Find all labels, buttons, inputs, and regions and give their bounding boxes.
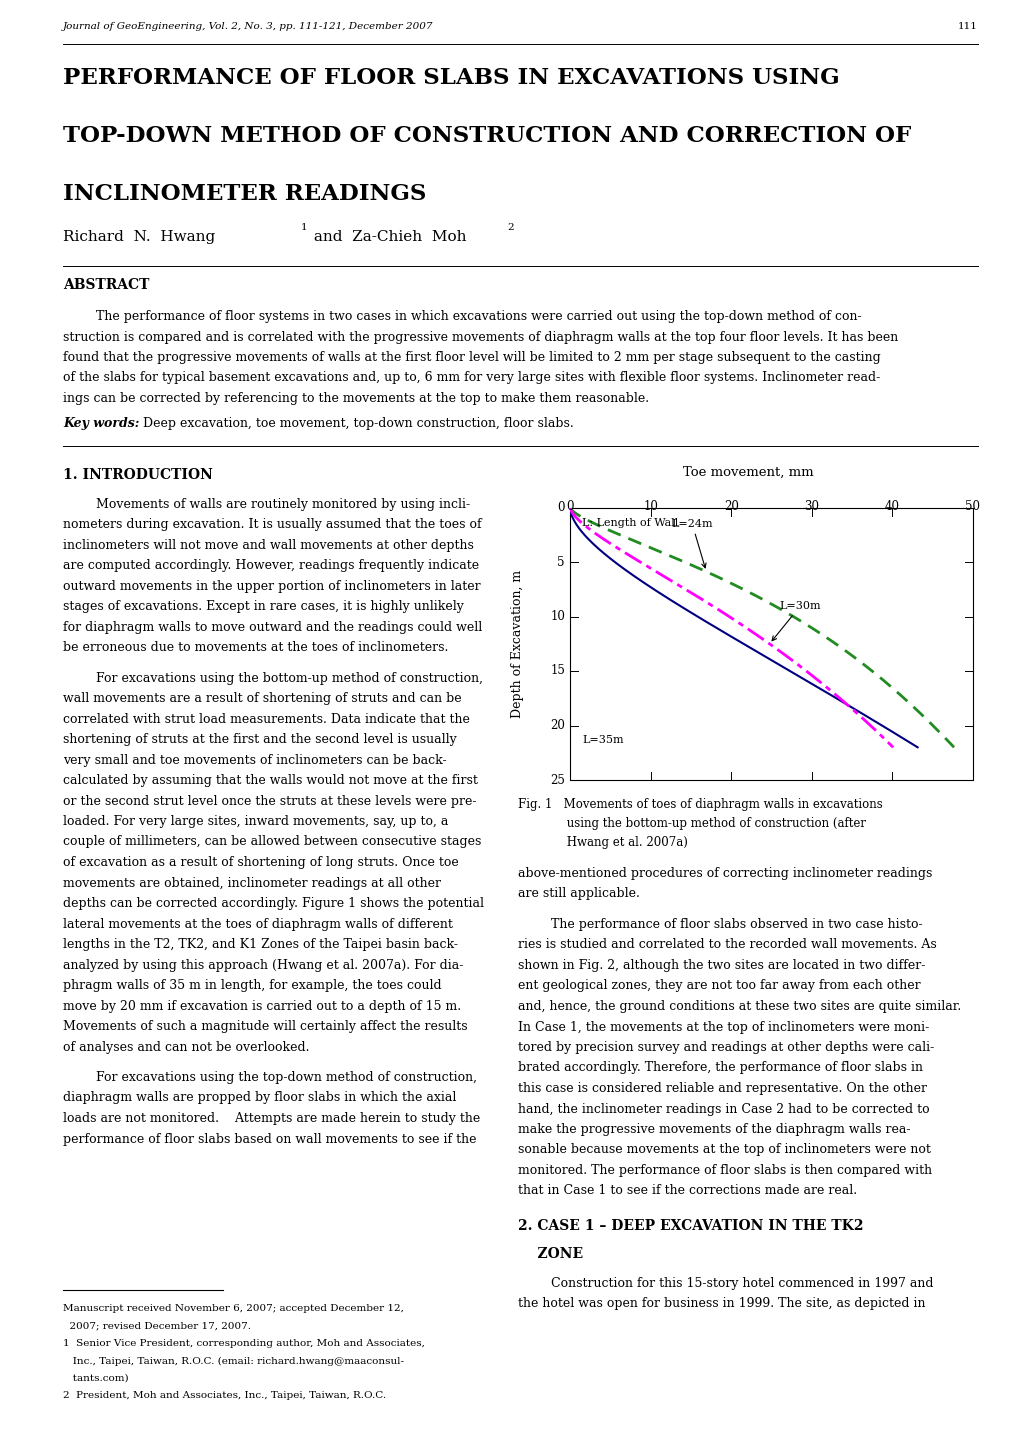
Text: above-mentioned procedures of correcting inclinometer readings: above-mentioned procedures of correcting… [518,867,931,880]
Text: inclinometers will not move and wall movements at other depths: inclinometers will not move and wall mov… [63,538,474,551]
Text: and  Za-Chieh  Moh: and Za-Chieh Moh [309,231,466,244]
Text: move by 20 mm if excavation is carried out to a depth of 15 m.: move by 20 mm if excavation is carried o… [63,999,461,1012]
Text: 1: 1 [301,224,308,232]
Text: be erroneous due to movements at the toes of inclinometers.: be erroneous due to movements at the toe… [63,642,448,655]
Text: wall movements are a result of shortening of struts and can be: wall movements are a result of shortenin… [63,692,462,705]
Text: and, hence, the ground conditions at these two sites are quite similar.: and, hence, the ground conditions at the… [518,999,960,1012]
Text: 1  Senior Vice President, corresponding author, Moh and Associates,: 1 Senior Vice President, corresponding a… [63,1340,425,1348]
Text: TOP-DOWN METHOD OF CONSTRUCTION AND CORRECTION OF: TOP-DOWN METHOD OF CONSTRUCTION AND CORR… [63,125,910,147]
Text: Deep excavation, toe movement, top-down construction, floor slabs.: Deep excavation, toe movement, top-down … [135,418,574,431]
Text: Manuscript received November 6, 2007; accepted December 12,: Manuscript received November 6, 2007; ac… [63,1304,404,1314]
Text: very small and toe movements of inclinometers can be back-: very small and toe movements of inclinom… [63,754,446,767]
Text: of excavation as a result of shortening of long struts. Once toe: of excavation as a result of shortening … [63,857,459,870]
Text: 5: 5 [557,555,565,568]
Text: 15: 15 [549,665,565,678]
Text: 30: 30 [804,499,818,512]
Text: Richard  N.  Hwang: Richard N. Hwang [63,231,215,244]
Text: shown in Fig. 2, although the two sites are located in two differ-: shown in Fig. 2, although the two sites … [518,959,924,972]
Text: 2007; revised December 17, 2007.: 2007; revised December 17, 2007. [63,1321,251,1331]
Text: shortening of struts at the first and the second level is usually: shortening of struts at the first and th… [63,733,457,746]
Text: correlated with strut load measurements. Data indicate that the: correlated with strut load measurements.… [63,712,470,725]
Text: In Case 1, the movements at the top of inclinometers were moni-: In Case 1, the movements at the top of i… [518,1021,928,1034]
Text: 25: 25 [549,773,565,786]
Text: The performance of floor systems in two cases in which excavations were carried : The performance of floor systems in two … [96,310,861,323]
Text: calculated by assuming that the walls would not move at the first: calculated by assuming that the walls wo… [63,774,478,787]
Text: Construction for this 15-story hotel commenced in 1997 and: Construction for this 15-story hotel com… [550,1278,932,1291]
Text: couple of millimeters, can be allowed between consecutive stages: couple of millimeters, can be allowed be… [63,835,481,848]
Text: Hwang et al. 2007a): Hwang et al. 2007a) [518,836,687,849]
Text: performance of floor slabs based on wall movements to see if the: performance of floor slabs based on wall… [63,1132,476,1145]
Text: this case is considered reliable and representative. On the other: this case is considered reliable and rep… [518,1082,926,1094]
Text: ABSTRACT: ABSTRACT [63,278,149,291]
Text: Toe movement, mm: Toe movement, mm [682,466,812,479]
Text: for diaphragm walls to move outward and the readings could well: for diaphragm walls to move outward and … [63,620,482,633]
Text: 2. CASE 1 – DEEP EXCAVATION IN THE TK2: 2. CASE 1 – DEEP EXCAVATION IN THE TK2 [518,1218,863,1233]
Text: tored by precision survey and readings at other depths were cali-: tored by precision survey and readings a… [518,1041,933,1054]
Text: L=35m: L=35m [582,735,623,746]
Text: loads are not monitored.    Attempts are made herein to study the: loads are not monitored. Attempts are ma… [63,1112,480,1125]
Text: Journal of GeoEngineering, Vol. 2, No. 3, pp. 111-121, December 2007: Journal of GeoEngineering, Vol. 2, No. 3… [63,22,433,30]
Text: For excavations using the bottom-up method of construction,: For excavations using the bottom-up meth… [96,672,483,685]
Text: tants.com): tants.com) [63,1374,128,1383]
Text: ries is studied and correlated to the recorded wall movements. As: ries is studied and correlated to the re… [518,939,935,952]
Text: 10: 10 [643,499,657,512]
Text: 20: 20 [549,720,565,733]
Text: 50: 50 [965,499,979,512]
Text: are still applicable.: are still applicable. [518,887,639,900]
Text: sonable because movements at the top of inclinometers were not: sonable because movements at the top of … [518,1144,930,1156]
Text: L: Length of Wall: L: Length of Wall [582,518,678,528]
Text: analyzed by using this approach (Hwang et al. 2007a). For dia-: analyzed by using this approach (Hwang e… [63,959,463,972]
Text: of analyses and can not be overlooked.: of analyses and can not be overlooked. [63,1041,309,1054]
Text: ent geological zones, they are not too far away from each other: ent geological zones, they are not too f… [518,979,920,992]
Text: the hotel was open for business in 1999. The site, as depicted in: the hotel was open for business in 1999.… [518,1298,924,1311]
Text: L=24m: L=24m [671,519,712,568]
Text: outward movements in the upper portion of inclinometers in later: outward movements in the upper portion o… [63,580,480,593]
Text: 2: 2 [506,224,514,232]
Text: 10: 10 [549,610,565,623]
Text: Key words:: Key words: [63,418,140,431]
Text: The performance of floor slabs observed in two case histo-: The performance of floor slabs observed … [550,919,922,932]
Text: 20: 20 [723,499,738,512]
Text: 1. INTRODUCTION: 1. INTRODUCTION [63,467,213,482]
Text: depths can be corrected accordingly. Figure 1 shows the potential: depths can be corrected accordingly. Fig… [63,897,484,910]
Text: 2  President, Moh and Associates, Inc., Taipei, Taiwan, R.O.C.: 2 President, Moh and Associates, Inc., T… [63,1392,386,1400]
Text: found that the progressive movements of walls at the first floor level will be l: found that the progressive movements of … [63,350,879,363]
Text: are computed accordingly. However, readings frequently indicate: are computed accordingly. However, readi… [63,559,479,572]
Text: hand, the inclinometer readings in Case 2 had to be corrected to: hand, the inclinometer readings in Case … [518,1103,928,1116]
Text: using the bottom-up method of construction (after: using the bottom-up method of constructi… [518,818,865,831]
Text: that in Case 1 to see if the corrections made are real.: that in Case 1 to see if the corrections… [518,1184,856,1197]
Text: phragm walls of 35 m in length, for example, the toes could: phragm walls of 35 m in length, for exam… [63,979,441,992]
Text: lengths in the T2, TK2, and K1 Zones of the Taipei basin back-: lengths in the T2, TK2, and K1 Zones of … [63,937,458,952]
Text: monitored. The performance of floor slabs is then compared with: monitored. The performance of floor slab… [518,1164,931,1177]
Text: of the slabs for typical basement excavations and, up to, 6 mm for very large si: of the slabs for typical basement excava… [63,372,879,385]
Text: 111: 111 [957,22,977,30]
Text: L=30m: L=30m [771,601,820,640]
Text: movements are obtained, inclinometer readings at all other: movements are obtained, inclinometer rea… [63,877,440,890]
Text: 0: 0 [557,500,565,513]
Text: struction is compared and is correlated with the progressive movements of diaphr: struction is compared and is correlated … [63,330,898,343]
Text: For excavations using the top-down method of construction,: For excavations using the top-down metho… [96,1071,477,1084]
Text: Depth of Excavation, m: Depth of Excavation, m [511,570,524,718]
Text: stages of excavations. Except in rare cases, it is highly unlikely: stages of excavations. Except in rare ca… [63,600,464,613]
Text: ZONE: ZONE [518,1247,583,1260]
Text: loaded. For very large sites, inward movements, say, up to, a: loaded. For very large sites, inward mov… [63,815,448,828]
Text: diaphragm walls are propped by floor slabs in which the axial: diaphragm walls are propped by floor sla… [63,1092,455,1105]
Text: 0: 0 [566,499,573,512]
Text: or the second strut level once the struts at these levels were pre-: or the second strut level once the strut… [63,795,476,808]
Text: ings can be corrected by referencing to the movements at the top to make them re: ings can be corrected by referencing to … [63,392,648,405]
Text: brated accordingly. Therefore, the performance of floor slabs in: brated accordingly. Therefore, the perfo… [518,1061,922,1074]
Text: PERFORMANCE OF FLOOR SLABS IN EXCAVATIONS USING: PERFORMANCE OF FLOOR SLABS IN EXCAVATION… [63,66,839,89]
Text: Inc., Taipei, Taiwan, R.O.C. (email: richard.hwang@maaconsul-: Inc., Taipei, Taiwan, R.O.C. (email: ric… [63,1357,404,1366]
Text: Fig. 1   Movements of toes of diaphragm walls in excavations: Fig. 1 Movements of toes of diaphragm wa… [518,797,881,810]
Text: INCLINOMETER READINGS: INCLINOMETER READINGS [63,183,426,205]
Text: nometers during excavation. It is usually assumed that the toes of: nometers during excavation. It is usuall… [63,518,481,531]
Text: 40: 40 [884,499,899,512]
Text: lateral movements at the toes of diaphragm walls of different: lateral movements at the toes of diaphra… [63,917,452,930]
Text: Movements of such a magnitude will certainly affect the results: Movements of such a magnitude will certa… [63,1019,467,1032]
Text: make the progressive movements of the diaphragm walls rea-: make the progressive movements of the di… [518,1123,910,1136]
Text: Movements of walls are routinely monitored by using incli-: Movements of walls are routinely monitor… [96,497,470,510]
